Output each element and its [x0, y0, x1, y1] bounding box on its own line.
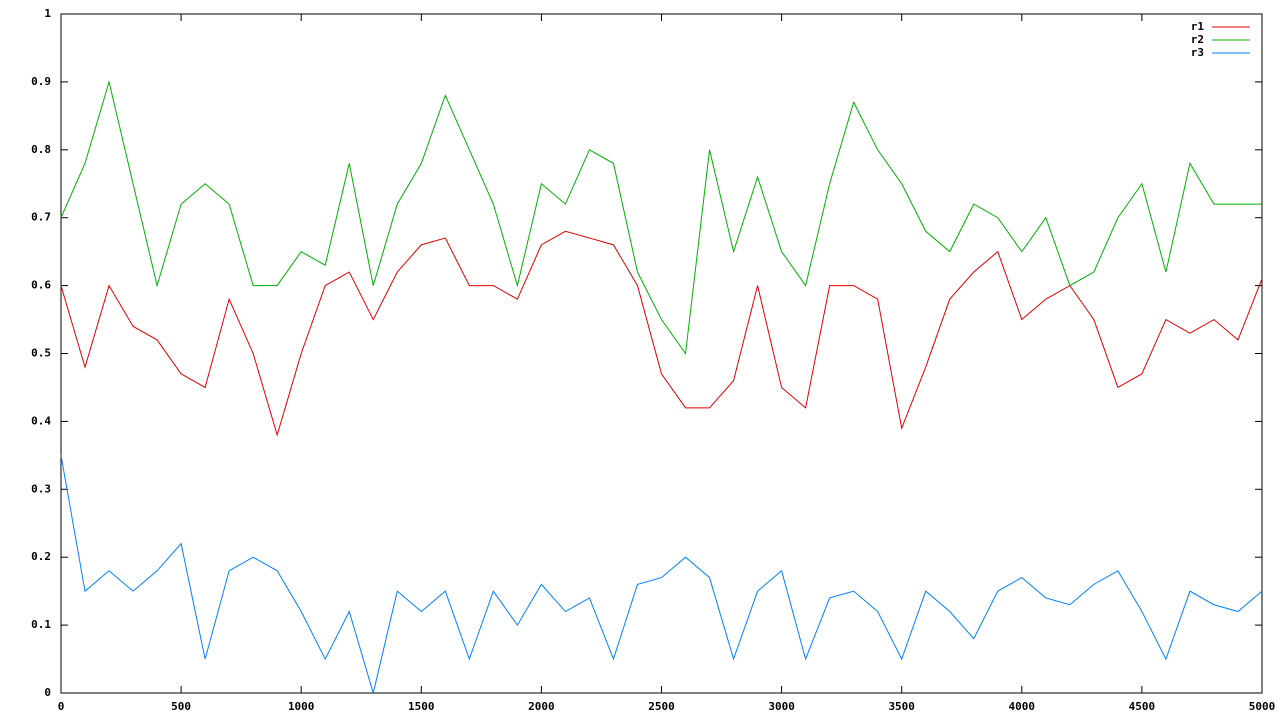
x-tick-label: 3000: [768, 700, 795, 713]
y-tick-label: 0.4: [31, 414, 51, 427]
plot-border: [60, 13, 1263, 694]
x-tick-label: 1000: [288, 700, 315, 713]
y-tick-label: 0.8: [31, 143, 51, 156]
y-tick-label: 0.6: [31, 279, 51, 292]
x-tick-label: 2000: [528, 700, 555, 713]
x-tick-label: 4000: [1009, 700, 1036, 713]
legend-label: r2: [1191, 33, 1204, 46]
y-tick-label: 0.7: [31, 211, 51, 224]
y-tick-label: 0.9: [31, 75, 51, 88]
y-tick-label: 0.2: [31, 550, 51, 563]
y-tick-label: 0: [44, 686, 51, 699]
x-tick-label: 1500: [408, 700, 435, 713]
y-tick-label: 0.3: [31, 482, 51, 495]
y-tick-label: 0.1: [31, 618, 51, 631]
x-tick-label: 5000: [1249, 700, 1276, 713]
x-tick-label: 500: [171, 700, 191, 713]
y-tick-label: 0.5: [31, 347, 51, 360]
x-tick-label: 2500: [648, 700, 675, 713]
series-line: [60, 79, 1262, 355]
x-tick-label: 4500: [1129, 700, 1156, 713]
x-tick-label: 3500: [888, 700, 915, 713]
y-tick-label: 1: [44, 7, 51, 20]
legend-label: r1: [1191, 20, 1205, 33]
x-tick-label: 0: [58, 700, 65, 713]
legend-label: r3: [1191, 46, 1204, 59]
series-line: [60, 230, 1263, 437]
series-line: [60, 455, 1263, 695]
